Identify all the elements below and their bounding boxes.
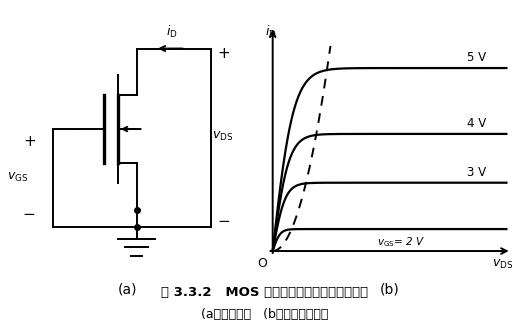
Text: −: − [217, 214, 229, 229]
Text: $v_\mathrm{GS}$: $v_\mathrm{GS}$ [7, 171, 28, 184]
Text: 图 3.3.2   MOS 管共源接法及其输出特性曲线: 图 3.3.2 MOS 管共源接法及其输出特性曲线 [162, 286, 368, 299]
Text: O: O [258, 257, 268, 270]
Text: 4 V: 4 V [467, 117, 487, 130]
Text: (a): (a) [118, 283, 137, 297]
Text: +: + [217, 46, 229, 61]
Text: +: + [23, 134, 36, 149]
Text: $i_\mathrm{D}$: $i_\mathrm{D}$ [166, 24, 178, 40]
Text: $i_\mathrm{D}$: $i_\mathrm{D}$ [265, 24, 277, 40]
Text: −: − [23, 207, 36, 222]
Text: 3 V: 3 V [467, 166, 487, 179]
Text: (b): (b) [379, 283, 400, 297]
Text: (a）共源接法   (b）输出特性曲线: (a）共源接法 (b）输出特性曲线 [201, 308, 329, 321]
Text: 5 V: 5 V [467, 51, 487, 65]
Text: $v_\mathrm{GS}$= 2 V: $v_\mathrm{GS}$= 2 V [376, 235, 425, 249]
Text: $v_\mathrm{DS}$: $v_\mathrm{DS}$ [212, 130, 233, 143]
Text: $v_\mathrm{DS}$: $v_\mathrm{DS}$ [492, 258, 513, 272]
